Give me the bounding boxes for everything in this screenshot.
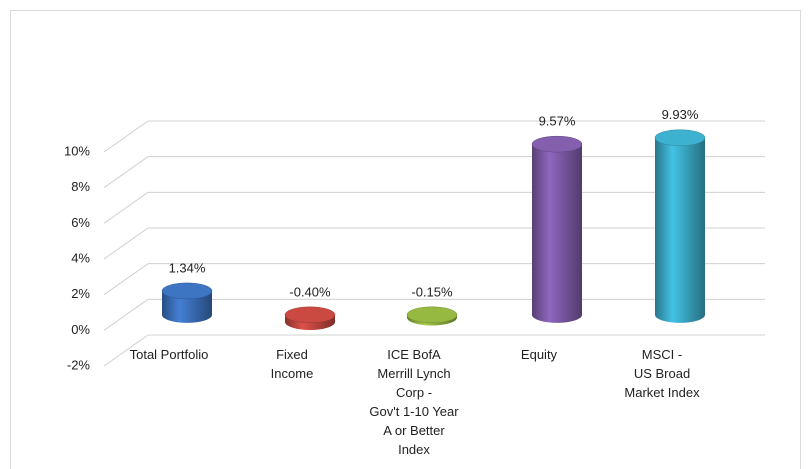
bar-top bbox=[531, 135, 583, 153]
data-label: -0.15% bbox=[411, 284, 453, 299]
x-tick-label: Total Portfolio bbox=[129, 347, 209, 362]
y-tick-label: 6% bbox=[71, 215, 90, 230]
bar bbox=[532, 144, 582, 323]
bar-top bbox=[406, 306, 458, 324]
y-tick-label: 10% bbox=[64, 143, 90, 158]
grid-line bbox=[103, 191, 149, 224]
grid-line bbox=[103, 156, 149, 189]
y-tick-label: 8% bbox=[71, 179, 90, 194]
x-tick-label: Fixed Income bbox=[270, 347, 314, 381]
grid-line bbox=[103, 120, 149, 153]
grid-line bbox=[103, 227, 149, 260]
y-tick-label: -2% bbox=[67, 357, 91, 372]
x-tick-label: ICE BofA Merrill Lynch Corp - Gov't 1-10… bbox=[369, 347, 459, 457]
data-label: 1.34% bbox=[169, 260, 206, 275]
x-tick-label: Equity bbox=[520, 347, 558, 362]
bar-top bbox=[654, 129, 706, 146]
grid-line bbox=[103, 334, 149, 367]
grid-line bbox=[103, 298, 149, 331]
bar-top bbox=[284, 306, 336, 324]
bar bbox=[162, 290, 212, 323]
data-label: 9.93% bbox=[662, 107, 699, 122]
y-tick-label: 0% bbox=[71, 322, 90, 337]
y-tick-label: 2% bbox=[71, 286, 90, 301]
bar-top bbox=[161, 282, 213, 300]
data-label: 9.57% bbox=[539, 114, 576, 129]
x-tick-label: MSCI - US Broad Market Index bbox=[624, 347, 700, 400]
grid-line bbox=[103, 263, 149, 296]
data-label: -0.40% bbox=[289, 284, 331, 299]
chart-frame bbox=[10, 10, 801, 469]
bar bbox=[655, 137, 705, 323]
y-tick-label: 4% bbox=[71, 250, 90, 265]
